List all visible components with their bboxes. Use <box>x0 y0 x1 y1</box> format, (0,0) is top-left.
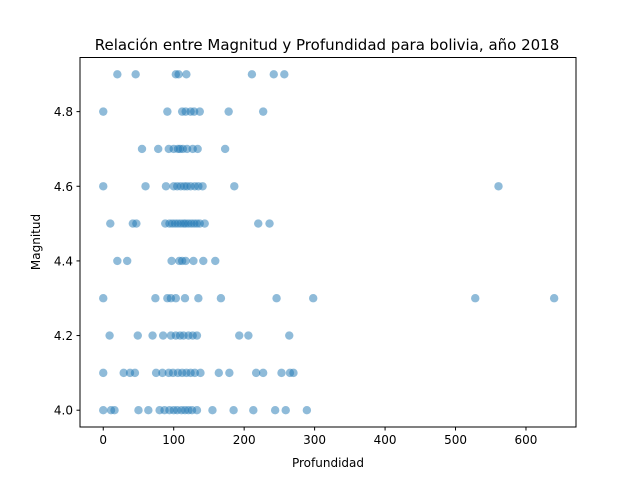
y-axis-label: Magnitud <box>29 214 43 270</box>
data-point <box>258 107 268 116</box>
data-point <box>180 294 190 303</box>
data-point <box>119 368 128 378</box>
data-point <box>99 107 108 116</box>
data-point <box>106 219 115 228</box>
data-point <box>225 368 234 378</box>
y-tick-label: 4.6 <box>54 180 73 194</box>
data-point <box>309 294 318 303</box>
data-point <box>224 107 233 116</box>
y-axis-ticks: 4.0 4.2 4.4 4.6 4.8 <box>54 105 80 418</box>
data-point <box>161 182 171 191</box>
data-point <box>171 294 181 303</box>
data-point <box>216 294 226 303</box>
data-point <box>181 256 190 266</box>
y-tick-label: 4.0 <box>54 404 73 418</box>
data-point <box>211 256 220 266</box>
data-point <box>200 219 209 228</box>
data-point <box>151 368 161 378</box>
data-point <box>272 294 281 303</box>
data-point <box>549 294 559 303</box>
data-point <box>182 70 191 79</box>
data-point <box>99 182 108 191</box>
data-point <box>220 144 230 154</box>
data-point <box>195 107 204 116</box>
data-point <box>280 70 289 79</box>
data-point <box>196 368 205 378</box>
x-tick-label: 0 <box>99 433 107 447</box>
data-point <box>189 256 198 266</box>
data-point <box>247 70 257 79</box>
data-point <box>192 331 202 340</box>
data-point <box>230 182 239 191</box>
data-point <box>113 256 122 266</box>
data-point <box>123 256 132 266</box>
points-layer <box>99 70 559 415</box>
data-point <box>214 368 223 378</box>
data-point <box>99 406 108 415</box>
data-point <box>163 107 172 116</box>
data-point <box>249 406 258 415</box>
data-point <box>265 219 274 228</box>
data-point <box>158 331 168 340</box>
data-point <box>132 219 141 228</box>
data-point <box>130 368 140 378</box>
data-point <box>137 144 147 154</box>
data-point <box>158 368 167 378</box>
data-point <box>105 331 114 340</box>
data-point <box>141 182 150 191</box>
data-point <box>151 294 160 303</box>
data-point <box>229 406 238 415</box>
x-axis-label: Profundidad <box>292 456 364 470</box>
chart-title: Relación entre Magnitud y Profundidad pa… <box>95 36 560 54</box>
data-point <box>154 144 163 154</box>
data-point <box>174 70 183 79</box>
data-point <box>194 294 203 303</box>
data-point <box>192 406 202 415</box>
data-point <box>148 331 157 340</box>
data-point <box>302 406 312 415</box>
y-tick-label: 4.4 <box>54 254 73 268</box>
data-point <box>244 331 253 340</box>
data-point <box>144 406 153 415</box>
x-tick-label: 300 <box>303 433 326 447</box>
data-point <box>134 406 143 415</box>
data-point <box>99 294 108 303</box>
data-point <box>281 406 290 415</box>
data-point <box>198 182 207 191</box>
x-tick-label: 200 <box>233 433 256 447</box>
data-point <box>113 70 122 79</box>
data-point <box>269 70 278 79</box>
data-point <box>133 331 142 340</box>
data-point <box>235 331 244 340</box>
y-tick-label: 4.8 <box>54 105 73 119</box>
data-point <box>471 294 480 303</box>
x-tick-label: 100 <box>162 433 185 447</box>
data-point <box>289 368 298 378</box>
x-tick-label: 500 <box>444 433 467 447</box>
data-point <box>254 219 263 228</box>
x-tick-label: 400 <box>374 433 397 447</box>
plot-area-frame <box>79 57 577 428</box>
x-axis-ticks: 0 100 200 300 400 500 600 <box>99 427 537 447</box>
data-point <box>251 368 261 378</box>
y-tick-label: 4.2 <box>54 329 73 343</box>
data-point <box>208 406 217 415</box>
data-point <box>193 144 202 154</box>
data-point <box>285 331 294 340</box>
data-point <box>199 256 208 266</box>
data-point <box>99 368 108 378</box>
data-point <box>277 368 286 378</box>
data-point <box>494 182 503 191</box>
data-point <box>131 70 140 79</box>
data-point <box>167 256 176 266</box>
data-point <box>270 406 280 415</box>
x-tick-label: 600 <box>515 433 538 447</box>
data-point <box>110 406 119 415</box>
data-point <box>258 368 268 378</box>
